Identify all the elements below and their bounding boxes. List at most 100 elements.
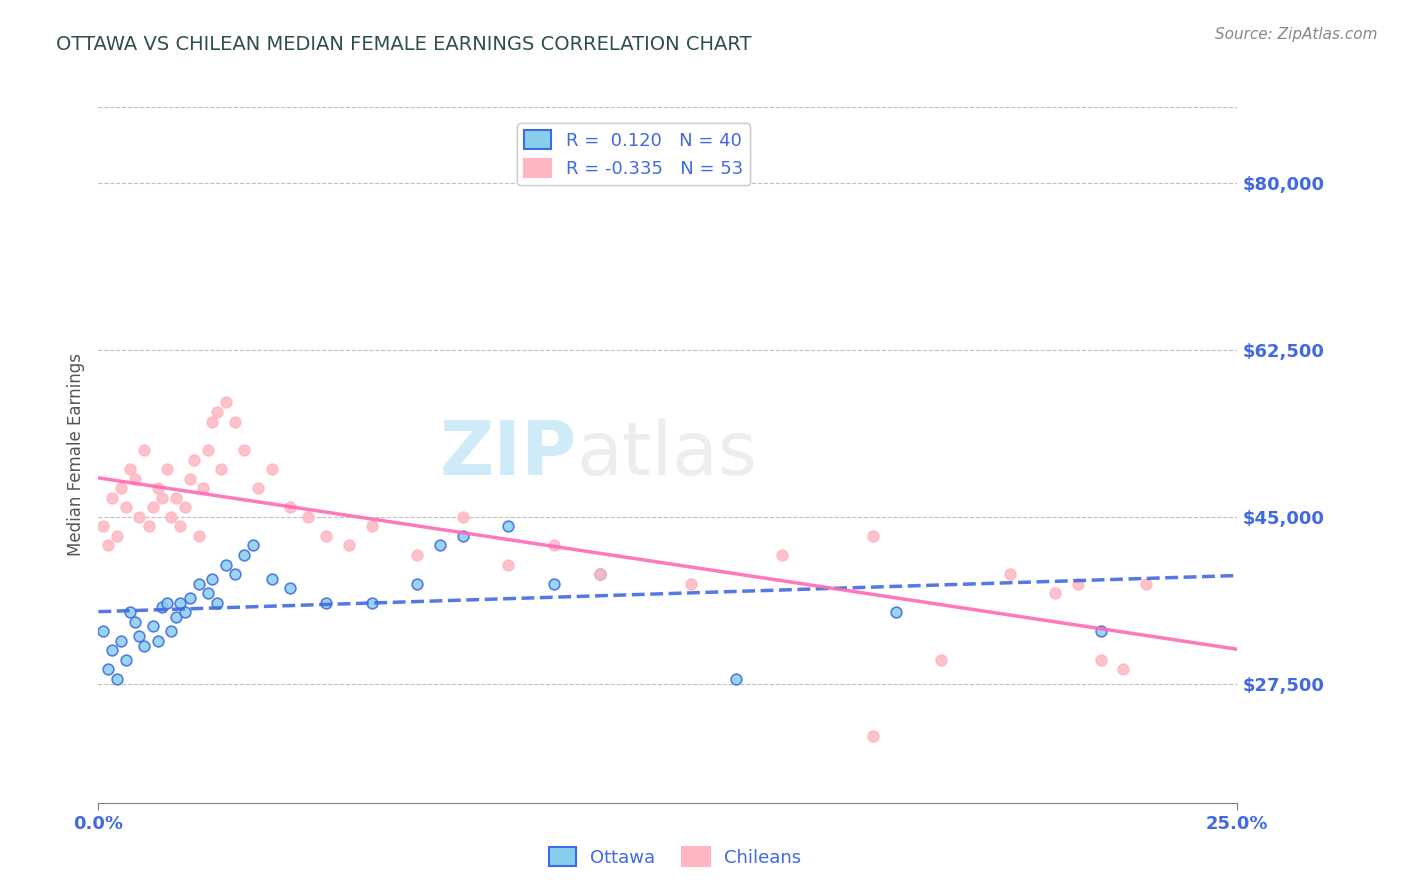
Point bbox=[224, 415, 246, 429]
Point bbox=[588, 567, 610, 582]
Point bbox=[1090, 653, 1112, 667]
Point bbox=[215, 558, 238, 572]
Point bbox=[183, 452, 205, 467]
Point bbox=[260, 462, 283, 476]
Point bbox=[406, 548, 429, 562]
Point bbox=[205, 596, 228, 610]
Point bbox=[110, 481, 132, 495]
Point bbox=[337, 539, 360, 553]
Point bbox=[233, 548, 256, 562]
Text: atlas: atlas bbox=[576, 418, 758, 491]
Legend: Ottawa, Chileans: Ottawa, Chileans bbox=[541, 840, 808, 874]
Point bbox=[278, 582, 301, 596]
Point bbox=[120, 605, 142, 619]
Point bbox=[360, 519, 382, 533]
Point bbox=[96, 539, 118, 553]
Point bbox=[201, 572, 224, 586]
Point bbox=[156, 596, 179, 610]
Point bbox=[862, 529, 884, 543]
Point bbox=[209, 462, 232, 476]
Point bbox=[179, 591, 201, 605]
Legend: R =  0.120   N = 40, R = -0.335   N = 53: R = 0.120 N = 40, R = -0.335 N = 53 bbox=[517, 123, 751, 186]
Point bbox=[138, 519, 160, 533]
Point bbox=[96, 662, 118, 676]
Point bbox=[451, 529, 474, 543]
Point bbox=[174, 500, 197, 515]
Point bbox=[150, 600, 173, 615]
Point bbox=[142, 619, 165, 633]
Point bbox=[197, 443, 219, 458]
Point bbox=[406, 576, 429, 591]
Point bbox=[201, 415, 224, 429]
Point bbox=[160, 509, 183, 524]
Point bbox=[128, 509, 150, 524]
Point bbox=[169, 519, 191, 533]
Point bbox=[998, 567, 1021, 582]
Point bbox=[246, 481, 269, 495]
Point bbox=[297, 509, 319, 524]
Point bbox=[165, 491, 187, 505]
Point bbox=[224, 567, 246, 582]
Point bbox=[543, 576, 565, 591]
Point bbox=[160, 624, 183, 639]
Point bbox=[233, 443, 256, 458]
Point bbox=[165, 610, 187, 624]
Point bbox=[260, 572, 283, 586]
Point bbox=[862, 729, 884, 743]
Point bbox=[884, 605, 907, 619]
Point bbox=[725, 672, 748, 686]
Point bbox=[193, 481, 215, 495]
Point bbox=[174, 605, 197, 619]
Point bbox=[498, 558, 520, 572]
Point bbox=[451, 509, 474, 524]
Point bbox=[242, 539, 264, 553]
Point bbox=[429, 539, 451, 553]
Point bbox=[91, 519, 114, 533]
Point bbox=[205, 405, 228, 419]
Point bbox=[770, 548, 793, 562]
Point bbox=[120, 462, 142, 476]
Point bbox=[156, 462, 179, 476]
Text: Source: ZipAtlas.com: Source: ZipAtlas.com bbox=[1215, 27, 1378, 42]
Point bbox=[278, 500, 301, 515]
Point bbox=[543, 539, 565, 553]
Point bbox=[132, 639, 155, 653]
Point bbox=[679, 576, 702, 591]
Point bbox=[1112, 662, 1135, 676]
Point bbox=[114, 653, 136, 667]
Text: ZIP: ZIP bbox=[440, 418, 576, 491]
Point bbox=[360, 596, 382, 610]
Point bbox=[187, 576, 209, 591]
Point bbox=[187, 529, 209, 543]
Point bbox=[150, 491, 173, 505]
Text: OTTAWA VS CHILEAN MEDIAN FEMALE EARNINGS CORRELATION CHART: OTTAWA VS CHILEAN MEDIAN FEMALE EARNINGS… bbox=[56, 35, 752, 54]
Point bbox=[588, 567, 610, 582]
Point bbox=[124, 472, 146, 486]
Point bbox=[197, 586, 219, 600]
Y-axis label: Median Female Earnings: Median Female Earnings bbox=[66, 353, 84, 557]
Point bbox=[1090, 624, 1112, 639]
Point bbox=[315, 529, 337, 543]
Point bbox=[215, 395, 238, 409]
Point bbox=[128, 629, 150, 643]
Point bbox=[101, 643, 124, 657]
Point bbox=[114, 500, 136, 515]
Point bbox=[146, 633, 169, 648]
Point bbox=[1067, 576, 1090, 591]
Point bbox=[101, 491, 124, 505]
Point bbox=[1043, 586, 1066, 600]
Point bbox=[498, 519, 520, 533]
Point bbox=[105, 529, 128, 543]
Point bbox=[929, 653, 952, 667]
Point bbox=[91, 624, 114, 639]
Point bbox=[315, 596, 337, 610]
Point bbox=[132, 443, 155, 458]
Point bbox=[146, 481, 169, 495]
Point bbox=[105, 672, 128, 686]
Point bbox=[124, 615, 146, 629]
Point bbox=[169, 596, 191, 610]
Point bbox=[110, 633, 132, 648]
Point bbox=[179, 472, 201, 486]
Point bbox=[1135, 576, 1157, 591]
Point bbox=[142, 500, 165, 515]
